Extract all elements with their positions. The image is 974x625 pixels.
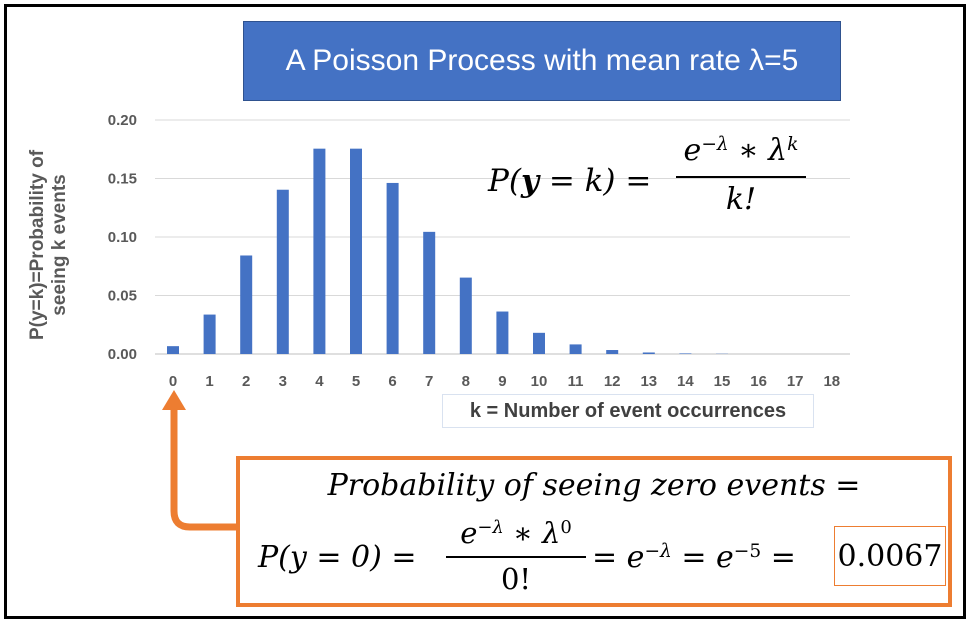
x-axis-label: k = Number of event occurrences bbox=[442, 394, 814, 428]
bar-k-13 bbox=[642, 352, 655, 354]
x-tick-label: 9 bbox=[498, 373, 506, 390]
bar-k-11 bbox=[569, 344, 582, 354]
bar-k-9 bbox=[496, 311, 509, 354]
x-tick-label: 0 bbox=[169, 373, 177, 390]
y-tick-label: 0.15 bbox=[108, 171, 137, 188]
bar-k-3 bbox=[276, 189, 289, 354]
x-tick-label: 4 bbox=[315, 373, 324, 390]
zero-fraction: e−λ ∗ λ0 0! bbox=[446, 512, 586, 598]
zero-rhs: = e−λ = e−5 = bbox=[592, 540, 796, 575]
formula-numerator: e−λ ∗ λk bbox=[683, 133, 799, 168]
bar-k-1 bbox=[203, 314, 216, 354]
x-tick-label: 1 bbox=[205, 373, 213, 390]
bar-k-7 bbox=[423, 231, 436, 354]
zero-equation: P(y = 0) = e−λ ∗ λ0 0! = e−λ = e−5 = 0.0… bbox=[258, 512, 948, 602]
chart-gridlines bbox=[155, 119, 850, 355]
zero-denominator: 0! bbox=[500, 562, 532, 596]
x-tick-label: 10 bbox=[531, 373, 548, 390]
y-tick-label: 0.10 bbox=[108, 229, 137, 246]
formula-denominator: k! bbox=[725, 182, 757, 217]
y-tick-label: 0.00 bbox=[108, 346, 137, 363]
bar-k-8 bbox=[459, 277, 472, 354]
bar-k-6 bbox=[386, 182, 399, 354]
x-tick-label: 14 bbox=[677, 373, 694, 390]
bar-k-14 bbox=[679, 353, 692, 354]
x-tick-label: 11 bbox=[568, 373, 584, 390]
fraction-bar bbox=[676, 176, 806, 178]
chart-title: A Poisson Process with mean rate λ=5 bbox=[243, 21, 841, 101]
y-tick-labels: 0.00 0.05 0.10 0.15 0.20 bbox=[108, 112, 137, 363]
zero-box-title: Probability of seeing zero events = bbox=[327, 468, 861, 503]
zero-fraction-bar bbox=[446, 556, 586, 558]
bar-k-10 bbox=[533, 332, 545, 354]
x-tick-label: 12 bbox=[604, 373, 621, 390]
x-tick-label: 3 bbox=[279, 373, 287, 390]
arrow-head bbox=[162, 390, 186, 410]
bar-k-4 bbox=[313, 148, 326, 354]
zero-result: 0.0067 bbox=[834, 526, 946, 586]
x-tick-label: 5 bbox=[352, 373, 360, 390]
zero-probability-box: Probability of seeing zero events = P(y … bbox=[236, 456, 952, 607]
x-tick-label: 8 bbox=[462, 373, 470, 390]
x-tick-label: 15 bbox=[714, 373, 731, 390]
x-tick-label: 17 bbox=[787, 373, 804, 390]
x-tick-label: 6 bbox=[388, 373, 396, 390]
bar-k-5 bbox=[350, 148, 362, 354]
zero-arrow bbox=[162, 390, 236, 531]
figure-frame bbox=[4, 4, 966, 619]
x-tick-label: 2 bbox=[242, 373, 250, 390]
poisson-formula: P(y = k) = e−λ ∗ λk k! bbox=[488, 128, 828, 228]
formula-fraction: e−λ ∗ λk k! bbox=[676, 128, 806, 220]
y-tick-label: 0.05 bbox=[108, 288, 137, 305]
chart-bars bbox=[167, 148, 728, 354]
x-tick-label: 16 bbox=[750, 373, 767, 390]
arrow-shaft bbox=[170, 408, 236, 531]
x-tick-label: 13 bbox=[640, 373, 657, 390]
bar-k-12 bbox=[606, 350, 619, 354]
x-tick-labels: 0 1 2 3 4 5 6 7 8 9 10 11 12 13 14 15 16 17 18 bbox=[169, 373, 840, 390]
y-tick-label: 0.20 bbox=[108, 112, 137, 129]
bar-k-0 bbox=[167, 346, 179, 354]
zero-lhs: P(y = 0) = bbox=[258, 540, 417, 575]
formula-lhs: P(y = k) = bbox=[488, 163, 652, 199]
zero-numerator: e−λ ∗ λ0 bbox=[460, 516, 572, 550]
x-tick-label: 18 bbox=[823, 373, 840, 390]
chart-title-text: A Poisson Process with mean rate λ=5 bbox=[285, 44, 799, 77]
x-tick-label: 7 bbox=[425, 373, 433, 390]
bar-k-2 bbox=[240, 255, 253, 354]
